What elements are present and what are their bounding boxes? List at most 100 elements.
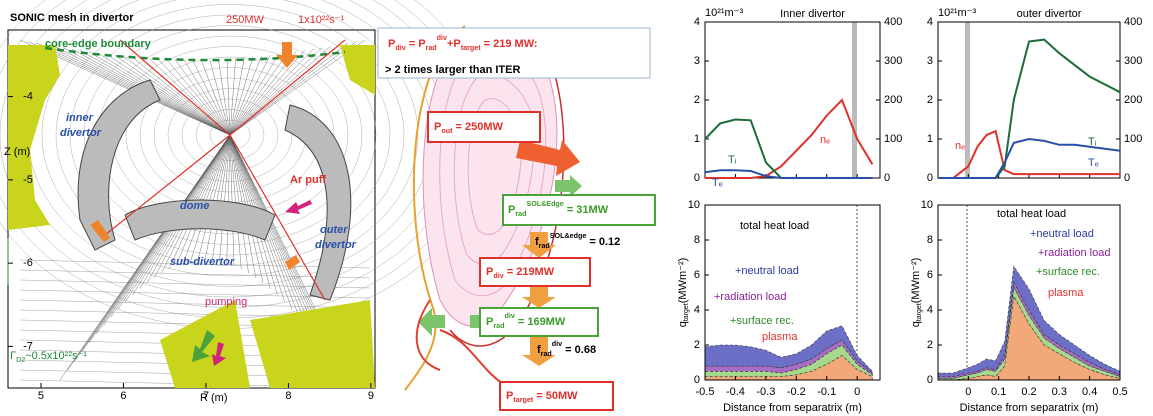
y-tick-label: -4 [23, 91, 33, 103]
x-tick-label: -0.5 [696, 386, 715, 398]
series-label: +neutral load [1030, 228, 1094, 240]
arrows [90, 42, 312, 366]
mesh-ring [41, 0, 419, 277]
core-edge-line [44, 46, 346, 62]
x-tick-label: 7 [203, 390, 209, 402]
headline-part: rad [426, 44, 437, 52]
x-tick-label: 0 [965, 386, 971, 398]
gamma-label-part: ~0.5x10²²s⁻¹ [25, 350, 87, 362]
y-tick-label: 4 [694, 304, 700, 316]
f-sol-part: SOL&edge [550, 232, 587, 240]
chart-title: Inner divertor [780, 8, 845, 20]
p-div-part: P [486, 266, 493, 278]
headline-part: P [388, 38, 395, 50]
f-div: fraddiv = 0.68 [537, 340, 596, 358]
mesh-line [190, 134, 231, 262]
series-label: plasma [762, 331, 798, 343]
mesh-line [175, 59, 231, 136]
p-target-part: target [513, 396, 533, 404]
y-tick-label: 0 [694, 172, 700, 184]
series-label: Tᵢ [728, 154, 737, 166]
y-tick-label: 6 [927, 269, 933, 281]
mesh-ring [69, 14, 391, 256]
mesh-line [229, 56, 254, 136]
separatrix-band [965, 22, 970, 178]
p-sol-part: rad [515, 210, 526, 218]
x-tick-label: 0.4 [1082, 386, 1097, 398]
p-sol-part: P [508, 204, 515, 216]
inner-plate [77, 79, 161, 251]
y2-tick-label: 0 [884, 172, 890, 184]
mesh-line [28, 41, 231, 136]
y-axis-label-part: (MWm⁻²) [910, 258, 922, 304]
mesh-line [229, 41, 357, 136]
series-line [938, 129, 1120, 179]
headline-part: div [395, 44, 405, 52]
mesh-line [19, 289, 371, 299]
outer-label: outer [320, 224, 348, 236]
y-tick-label: 3 [694, 55, 700, 67]
pumping-label: pumping [205, 296, 247, 308]
mesh-line [149, 58, 231, 136]
y-tick-label: -5 [23, 174, 33, 186]
y-unit: 10²¹m⁻³ [705, 7, 744, 19]
x-tick-label: 9 [368, 390, 374, 402]
outer-plate [284, 104, 352, 301]
y2-tick-label: 300 [1124, 55, 1142, 67]
flux-label: 1x10²²s⁻¹ [298, 14, 344, 26]
annotation: total heat load [997, 208, 1066, 220]
sub-divertor-label: sub-divertor [170, 256, 235, 268]
mesh-line [132, 56, 231, 136]
inner-label: inner [66, 112, 94, 124]
mesh-line [209, 59, 231, 136]
series-label: Tₑ [712, 177, 723, 189]
y2-tick-label: 200 [884, 94, 902, 106]
mesh-title: SONIC mesh in divertor [10, 12, 134, 24]
y-tick-label: 4 [694, 16, 700, 28]
mesh-line [229, 46, 331, 136]
y-axis-label-part: target [916, 303, 923, 321]
mesh-line [114, 55, 231, 136]
mesh-line [19, 259, 371, 269]
y-tick-label: 10 [688, 199, 700, 211]
x-tick-label: -0.4 [726, 386, 745, 398]
mesh-line [229, 57, 245, 136]
mesh-line [229, 54, 279, 136]
series-label: Tₑ [1088, 157, 1099, 169]
series-label: +radiation load [714, 291, 786, 303]
x-tick-label: -0.2 [787, 386, 806, 398]
y-tick-label: 2 [694, 339, 700, 351]
y-tick-label: 2 [927, 94, 933, 106]
f-sol: fradSOL&edge = 0.12 [535, 232, 620, 250]
separatrix [104, 39, 346, 301]
series-label: nₑ [820, 134, 830, 146]
mesh-ring [209, 119, 251, 151]
headline-part: +P [447, 38, 461, 50]
x-tick-label: 0.1 [991, 386, 1006, 398]
mesh-line [229, 50, 305, 136]
mesh-line [19, 279, 371, 289]
p-rad-div-part: = 169MW [515, 316, 566, 328]
mesh-line [204, 134, 231, 261]
gamma-label: ΓD2~0.5x10²²s⁻¹ [10, 350, 87, 364]
p-div: Pdiv = 219MW [486, 266, 555, 280]
wall [250, 300, 375, 388]
p-rad-div-part: P [486, 316, 493, 328]
p-rad-div-part: rad [493, 322, 504, 330]
p-div-part: = 219MW [504, 266, 555, 278]
y-tick-label: 4 [927, 304, 933, 316]
series-label: Tᵢ [1088, 136, 1097, 148]
mesh-line [219, 134, 231, 262]
p-rad-div-box [479, 307, 599, 337]
f-sol-part: rad [539, 242, 550, 250]
y-axis-label-part: q [910, 321, 922, 327]
series-line [938, 137, 1121, 179]
y2-tick-label: 100 [1124, 133, 1142, 145]
mesh-line [96, 134, 231, 335]
mesh-ring [167, 88, 293, 182]
ar-puff-label: Ar puff [290, 174, 326, 186]
y-tick-label: 10 [921, 199, 933, 211]
mesh-line [229, 134, 235, 266]
y-tick-label: 1 [694, 133, 700, 145]
f-sol-part: f [535, 236, 539, 248]
